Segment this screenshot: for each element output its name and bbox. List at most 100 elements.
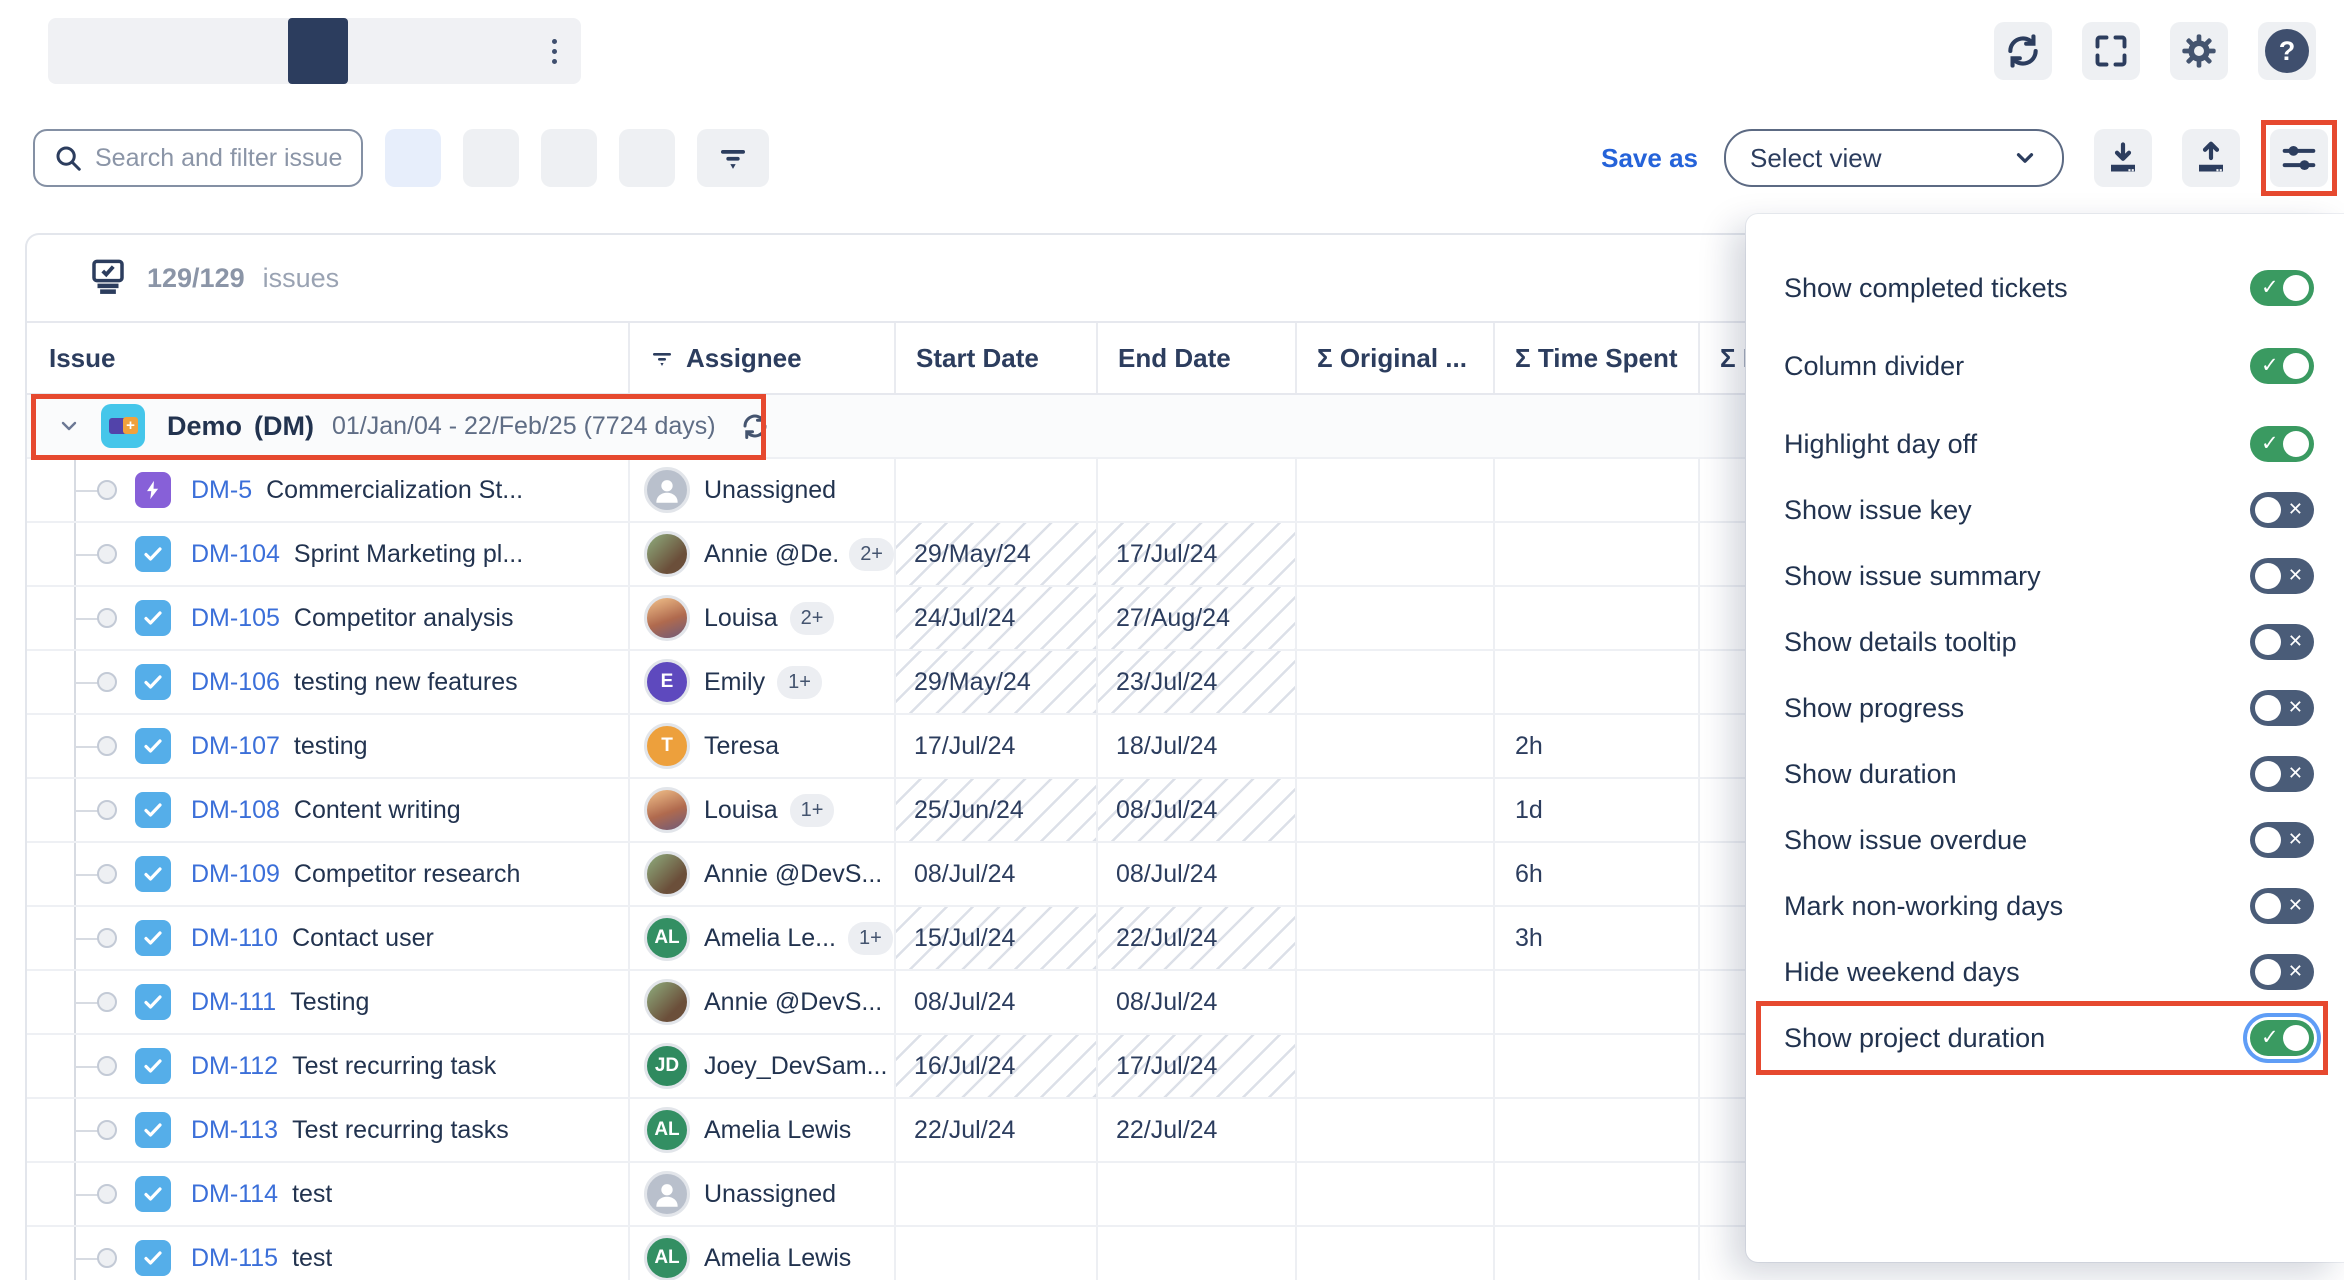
time-spent-cell[interactable]: [1495, 971, 1700, 1033]
original-estimate-cell[interactable]: [1297, 1227, 1495, 1280]
time-spent-cell[interactable]: 3h: [1495, 907, 1700, 969]
download-button[interactable]: [2094, 129, 2152, 187]
start-date-cell[interactable]: 29/May/24: [896, 651, 1098, 713]
assignee-cell[interactable]: JD Joey_DevSam...: [630, 1035, 896, 1097]
table-row[interactable]: DM-112 Test recurring task JD Joey_DevSa…: [27, 1035, 2344, 1099]
issue-key[interactable]: DM-112: [191, 1051, 279, 1080]
issue-key[interactable]: DM-104: [191, 539, 280, 568]
time-spent-cell[interactable]: [1495, 459, 1700, 521]
original-estimate-cell[interactable]: [1297, 843, 1495, 905]
column-header-end-date[interactable]: End Date: [1098, 323, 1297, 393]
assignee-cell[interactable]: AL Amelia Lewis: [630, 1227, 896, 1280]
assignee-cell[interactable]: Annie @De... 2+: [630, 523, 896, 585]
column-header-assignee[interactable]: Assignee: [630, 323, 896, 393]
tree-node-dot[interactable]: [97, 928, 117, 948]
assignee-badge[interactable]: 1+: [777, 665, 822, 699]
end-date-cell[interactable]: 18/Jul/24: [1098, 715, 1297, 777]
start-date-cell[interactable]: [896, 1163, 1098, 1225]
assignee-badge[interactable]: 2+: [849, 537, 894, 571]
refresh-button[interactable]: [1994, 22, 2052, 80]
view-settings-button[interactable]: [2261, 120, 2337, 196]
issue-key[interactable]: DM-109: [191, 859, 280, 888]
issue-summary[interactable]: test: [292, 1179, 333, 1208]
end-date-cell[interactable]: 22/Jul/24: [1098, 907, 1297, 969]
table-row[interactable]: DM-105 Competitor analysis Louisa 2+ 24/…: [27, 587, 2344, 651]
issue-key[interactable]: DM-111: [191, 987, 277, 1016]
nav-tab[interactable]: [228, 18, 288, 84]
end-date-cell[interactable]: 23/Jul/24: [1098, 651, 1297, 713]
toggle-switch[interactable]: ✕: [2250, 822, 2314, 858]
original-estimate-cell[interactable]: [1297, 459, 1495, 521]
issue-key[interactable]: DM-5: [191, 475, 253, 504]
start-date-cell[interactable]: 08/Jul/24: [896, 843, 1098, 905]
time-spent-cell[interactable]: 1d: [1495, 779, 1700, 841]
start-date-cell[interactable]: 22/Jul/24: [896, 1099, 1098, 1161]
end-date-cell[interactable]: 17/Jul/24: [1098, 523, 1297, 585]
tree-node-dot[interactable]: [97, 544, 117, 564]
tree-node-dot[interactable]: [97, 1184, 117, 1204]
toggle-switch[interactable]: ✕: [2250, 558, 2314, 594]
issue-summary[interactable]: Competitor research: [293, 859, 521, 888]
issue-key[interactable]: DM-113: [191, 1115, 279, 1144]
time-spent-cell[interactable]: [1495, 523, 1700, 585]
original-estimate-cell[interactable]: [1297, 1163, 1495, 1225]
tree-node-dot[interactable]: [97, 480, 117, 500]
table-row[interactable]: DM-110 Contact user AL Amelia Le... 1+ 1…: [27, 907, 2344, 971]
column-header-original-estimate[interactable]: Σ Original ...: [1297, 323, 1495, 393]
assignee-cell[interactable]: Annie @DevS...: [630, 971, 896, 1033]
save-as-link[interactable]: Save as: [1601, 142, 1698, 173]
time-spent-cell[interactable]: [1495, 1099, 1700, 1161]
time-spent-cell[interactable]: [1495, 651, 1700, 713]
end-date-cell[interactable]: 08/Jul/24: [1098, 971, 1297, 1033]
issue-key[interactable]: DM-115: [191, 1243, 279, 1272]
nav-tab[interactable]: [348, 18, 408, 84]
column-header-issue[interactable]: Issue: [27, 323, 630, 393]
issue-summary[interactable]: Testing: [290, 987, 370, 1016]
tree-node-dot[interactable]: [97, 672, 117, 692]
original-estimate-cell[interactable]: [1297, 1035, 1495, 1097]
column-header-time-spent[interactable]: Σ Time Spent: [1495, 323, 1700, 393]
tree-node-dot[interactable]: [97, 992, 117, 1012]
assignee-badge[interactable]: 1+: [789, 793, 835, 827]
assignee-cell[interactable]: Unassigned: [630, 1163, 896, 1225]
assignee-cell[interactable]: Unassigned: [630, 459, 896, 521]
toolbar-button[interactable]: [619, 129, 675, 187]
tree-node-dot[interactable]: [97, 1248, 117, 1268]
fullscreen-button[interactable]: [2082, 22, 2140, 80]
end-date-cell[interactable]: 08/Jul/24: [1098, 779, 1297, 841]
nav-tab[interactable]: [108, 18, 168, 84]
tree-node-dot[interactable]: [97, 736, 117, 756]
tree-node-dot[interactable]: [97, 1120, 117, 1140]
original-estimate-cell[interactable]: [1297, 715, 1495, 777]
time-spent-cell[interactable]: [1495, 1163, 1700, 1225]
start-date-cell[interactable]: 16/Jul/24: [896, 1035, 1098, 1097]
table-row[interactable]: DM-113 Test recurring tasks AL Amelia Le…: [27, 1099, 2344, 1163]
search-input[interactable]: [95, 143, 417, 173]
settings-button[interactable]: [2170, 22, 2228, 80]
issue-key[interactable]: DM-105: [191, 603, 280, 632]
toggle-switch[interactable]: ✕: [2250, 492, 2314, 528]
assignee-cell[interactable]: AL Amelia Le... 1+: [630, 907, 896, 969]
tree-node-dot[interactable]: [97, 864, 117, 884]
time-spent-cell[interactable]: 2h: [1495, 715, 1700, 777]
issue-summary[interactable]: testing new features: [293, 667, 518, 696]
original-estimate-cell[interactable]: [1297, 651, 1495, 713]
sync-icon[interactable]: [740, 411, 770, 441]
issue-key[interactable]: DM-110: [191, 923, 279, 952]
assignee-badge[interactable]: 2+: [789, 601, 835, 635]
issue-summary[interactable]: Test recurring task: [292, 1051, 497, 1080]
end-date-cell[interactable]: 17/Jul/24: [1098, 1035, 1297, 1097]
upload-button[interactable]: [2182, 129, 2240, 187]
toolbar-button[interactable]: [385, 129, 441, 187]
kebab-menu-icon[interactable]: [528, 38, 581, 64]
issue-summary[interactable]: Commercialization St...: [266, 475, 524, 504]
select-view-dropdown[interactable]: Select view: [1724, 129, 2064, 187]
table-row[interactable]: DM-111 Testing Annie @DevS... 08/Jul/24 …: [27, 971, 2344, 1035]
start-date-cell[interactable]: 08/Jul/24: [896, 971, 1098, 1033]
end-date-cell[interactable]: [1098, 1227, 1297, 1280]
nav-tab[interactable]: [468, 18, 528, 84]
table-row[interactable]: DM-115 test AL Amelia Lewis: [27, 1227, 2344, 1280]
toggle-switch[interactable]: ✕: [2250, 954, 2314, 990]
help-button[interactable]: ?: [2258, 22, 2316, 80]
start-date-cell[interactable]: 25/Jun/24: [896, 779, 1098, 841]
